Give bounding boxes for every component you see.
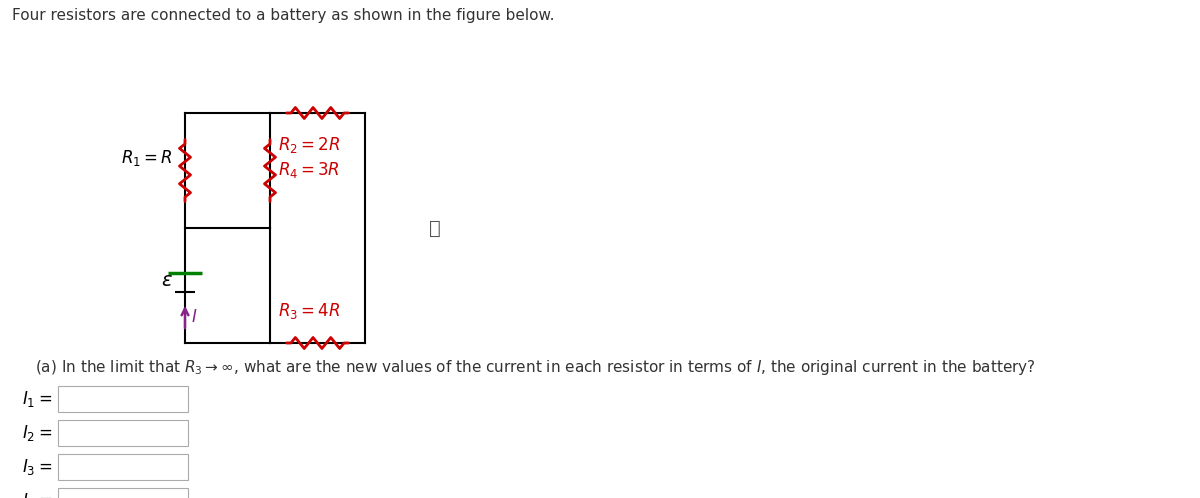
Text: $I_2 =$: $I_2 =$: [22, 423, 52, 443]
Text: $R_4 = 3R$: $R_4 = 3R$: [278, 160, 340, 180]
Text: Four resistors are connected to a battery as shown in the figure below.: Four resistors are connected to a batter…: [12, 8, 554, 23]
Text: $\varepsilon$: $\varepsilon$: [161, 271, 173, 290]
Text: $I_4 =$: $I_4 =$: [22, 491, 52, 498]
FancyBboxPatch shape: [58, 454, 188, 480]
Text: $I_3 =$: $I_3 =$: [22, 457, 52, 477]
Text: $R_1 = R$: $R_1 = R$: [121, 148, 173, 168]
Text: $R_2 = 2R$: $R_2 = 2R$: [278, 135, 341, 155]
Text: $I$: $I$: [191, 308, 198, 326]
Text: $R_3 = 4R$: $R_3 = 4R$: [278, 301, 341, 321]
Text: $I_1 =$: $I_1 =$: [22, 389, 52, 409]
FancyBboxPatch shape: [58, 420, 188, 446]
Text: (a) In the limit that $R_3 \rightarrow \infty$, what are the new values of the c: (a) In the limit that $R_3 \rightarrow \…: [35, 358, 1036, 377]
Text: ⓘ: ⓘ: [430, 219, 440, 238]
FancyBboxPatch shape: [58, 488, 188, 498]
FancyBboxPatch shape: [58, 386, 188, 412]
